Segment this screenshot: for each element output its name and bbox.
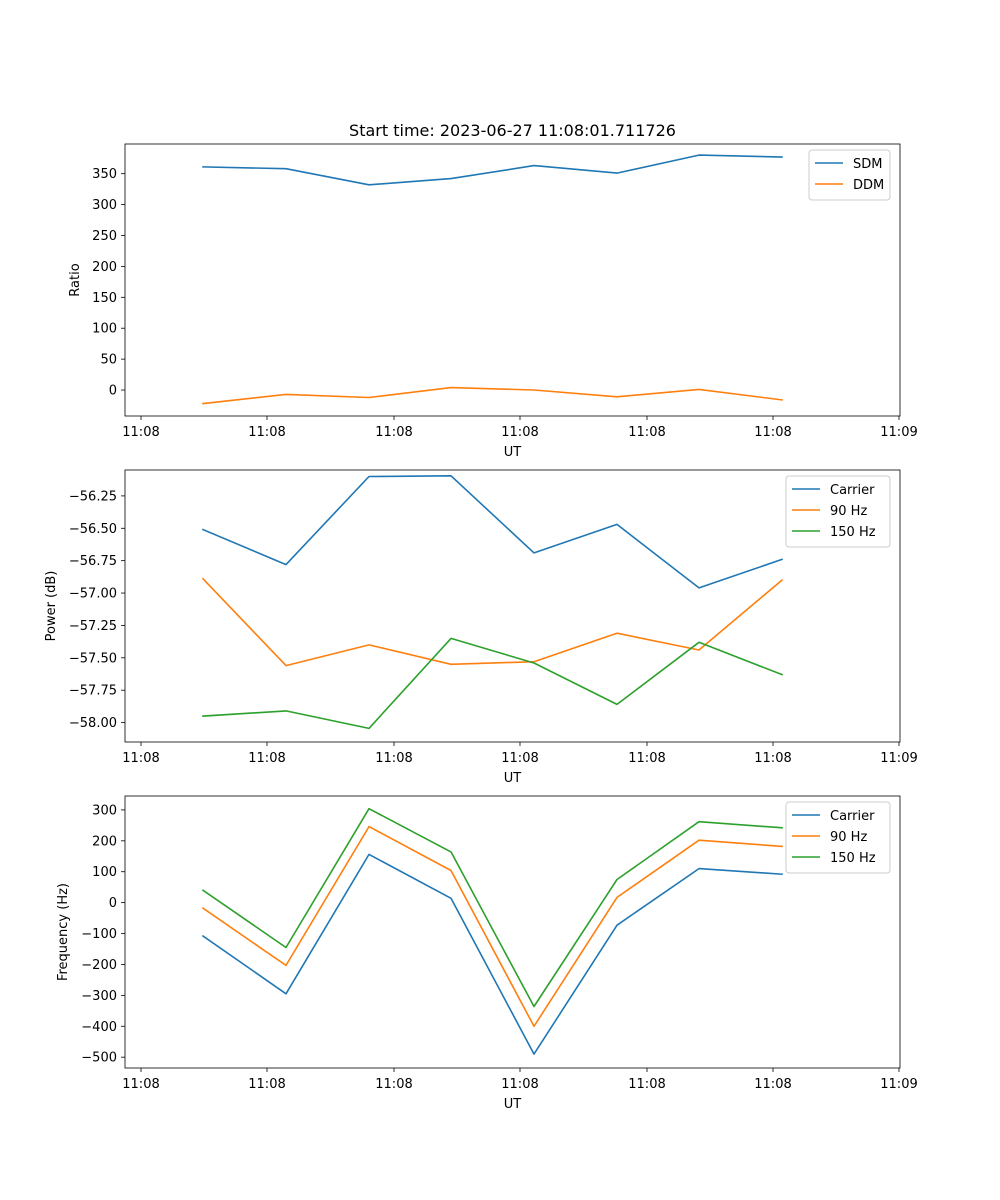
y-axis-label: Power (dB) [44,571,59,642]
y-tick-label: −500 [81,1051,117,1066]
legend-box [785,475,891,548]
x-tick-label: 11:08 [501,1077,538,1092]
figure-title: Start time: 2023-06-27 11:08:01.711726 [349,121,676,140]
axes-frame [124,795,901,1069]
x-axis-label: UT [504,445,522,460]
series-line-sdm [202,154,783,186]
y-tick-label: −100 [81,927,117,942]
x-tick-label: 11:08 [375,1077,412,1092]
y-tick-label: −400 [81,1020,117,1035]
y-tick-label: 250 [92,229,117,244]
x-tick-label: 11:08 [122,425,159,440]
x-tick-label: 11:08 [375,751,412,766]
x-tick-label: 11:09 [880,751,917,766]
x-tick-label: 11:08 [122,751,159,766]
y-tick-label: −57.75 [69,684,117,699]
x-tick-label: 11:08 [628,425,665,440]
x-tick-label: 11:08 [248,1077,285,1092]
y-tick-label: 0 [109,896,117,911]
y-tick-label: −57.00 [69,587,117,602]
y-axis-label: Frequency (Hz) [56,883,71,981]
y-tick-label: 300 [92,803,117,818]
y-axis-label: Ratio [68,263,83,296]
y-tick-label: −200 [81,958,117,973]
series-line-90-hz [201,825,783,1028]
frequency-subplot: 11:08 11:08 11:08 11:08 11:08 11:08 11:09 −500 −… [56,795,918,1112]
legend-label: SDM [853,157,882,172]
x-axis-label: UT [504,1097,522,1112]
y-tick-label: 50 [100,353,117,368]
y-tick-label: −58.00 [69,716,117,731]
y-tick-label: −56.50 [69,522,117,537]
x-tick-label: 11:08 [628,1077,665,1092]
series-line-carrier [201,474,784,589]
axes-frame [124,143,901,417]
x-tick-label: 11:08 [248,751,285,766]
y-tick-label: −56.25 [69,489,117,504]
series-line-90-hz [201,577,784,667]
y-tick-label: 100 [92,322,117,337]
y-tick-label: 350 [92,167,117,182]
power-subplot: 11:08 11:08 11:08 11:08 11:08 11:08 11:09 −58.0… [44,469,918,786]
y-tick-label: 300 [92,198,117,213]
x-tick-label: 11:08 [375,425,412,440]
legend-label: Carrier [830,809,875,824]
x-tick-label: 11:08 [754,751,791,766]
y-tick-label: 150 [92,291,117,306]
series-line-150-hz [201,807,783,1008]
x-tick-label: 11:08 [628,751,665,766]
series-line-150-hz [202,637,784,730]
y-tick-label: 100 [92,865,117,880]
y-tick-label: 0 [109,384,117,399]
legend-label: DDM [853,178,884,193]
legend: Carrier 90 Hz 150 Hz [785,801,891,874]
y-tick-label: −57.50 [69,651,117,666]
series-line-carrier [201,853,783,1055]
x-tick-label: 11:08 [501,425,538,440]
legend: Carrier 90 Hz 150 Hz [785,475,891,548]
series-line-ddm [202,386,783,405]
legend-box [785,801,891,874]
legend: SDM DDM [808,149,891,201]
legend-label: 90 Hz [830,504,867,519]
y-tick-label: −56.75 [69,554,117,569]
x-tick-label: 11:08 [754,425,791,440]
legend-label: Carrier [830,483,875,498]
x-tick-label: 11:08 [248,425,285,440]
legend-label: 150 Hz [830,851,876,866]
x-tick-label: 11:09 [880,425,917,440]
axes-frame [124,469,901,743]
x-tick-label: 11:08 [122,1077,159,1092]
x-tick-label: 11:09 [880,1077,917,1092]
x-tick-label: 11:08 [754,1077,791,1092]
y-tick-label: 200 [92,834,117,849]
legend-label: 90 Hz [830,830,867,845]
y-tick-label: −300 [81,989,117,1004]
x-axis-label: UT [504,771,522,786]
y-tick-label: 200 [92,260,117,275]
x-tick-label: 11:08 [501,751,538,766]
ratio-subplot: 11:08 11:08 11:08 11:08 11:08 11:08 11:09 0 50 10… [68,143,918,460]
y-tick-label: −57.25 [69,619,117,634]
legend-label: 150 Hz [830,525,876,540]
